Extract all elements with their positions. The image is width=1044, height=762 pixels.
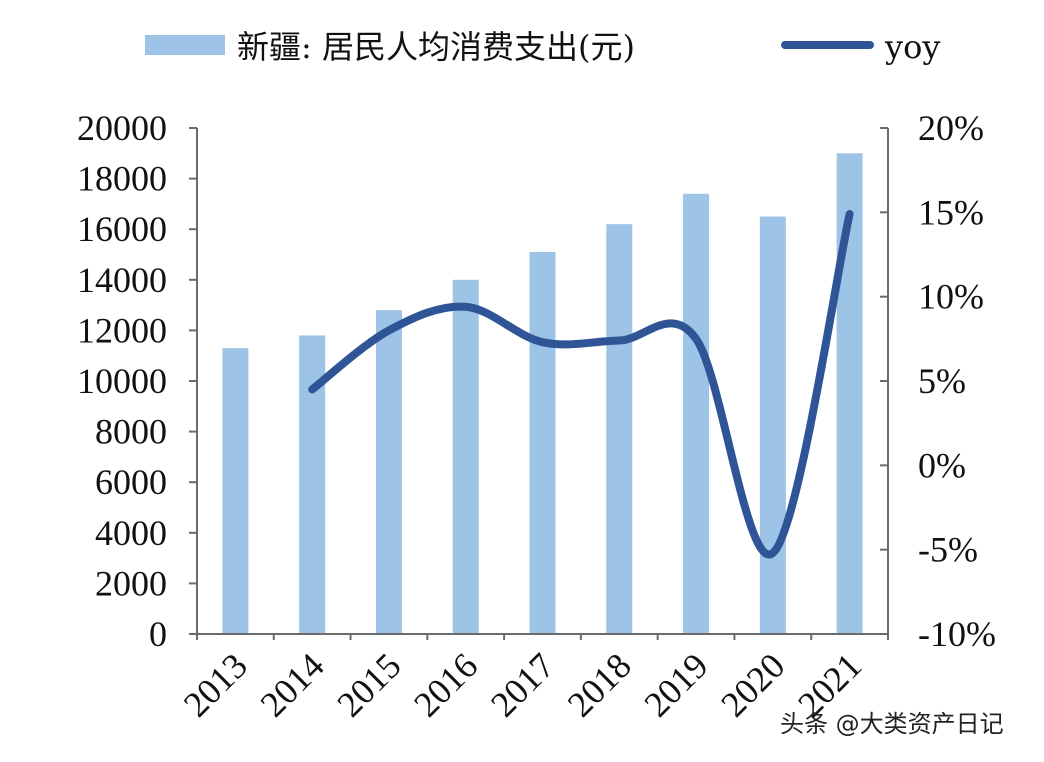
bar xyxy=(759,216,786,635)
x-tick-label: 2014 xyxy=(253,645,332,724)
plot-area: 0 2000 4000 6000 8000 10000 12000 14000 16000 180… xyxy=(77,108,996,725)
left-tick-label: 0 xyxy=(149,614,167,654)
x-tick-label: 2017 xyxy=(483,645,562,724)
legend-line-label: yoy xyxy=(884,28,940,66)
bar xyxy=(222,348,249,634)
left-tick-label: 10000 xyxy=(77,361,167,401)
legend: 新疆: 居民人均消费支出(元) yoy xyxy=(145,28,940,66)
x-tick-label: 2015 xyxy=(329,645,408,724)
left-tick-label: 12000 xyxy=(77,310,167,350)
right-tick-label: 5% xyxy=(918,361,966,401)
right-tick-label: 15% xyxy=(918,192,984,232)
bar xyxy=(375,310,402,634)
left-tick-label: 14000 xyxy=(77,260,167,300)
left-tick-label: 16000 xyxy=(77,209,167,249)
legend-bar-swatch xyxy=(145,35,225,55)
left-tick-label: 8000 xyxy=(95,412,167,452)
right-tick-label: -10% xyxy=(918,614,996,654)
x-tick-label: 2018 xyxy=(560,645,639,724)
watermark: 头条 @大类资产日记 xyxy=(780,710,1004,738)
x-tick-label: 2013 xyxy=(176,645,255,724)
x-tick-label: 2019 xyxy=(637,645,716,724)
bar xyxy=(683,193,710,634)
right-tick-label: 20% xyxy=(918,108,984,148)
left-tick-label: 18000 xyxy=(77,159,167,199)
left-tick-label: 4000 xyxy=(95,513,167,553)
right-tick-label: 10% xyxy=(918,277,984,317)
bar xyxy=(452,279,479,634)
left-tick-label: 20000 xyxy=(77,108,167,148)
right-tick-label: -5% xyxy=(918,530,978,570)
bar xyxy=(606,224,633,634)
yoy-line xyxy=(308,210,854,559)
left-tick-label: 2000 xyxy=(95,563,167,603)
legend-bar-label: 新疆: 居民人均消费支出(元) xyxy=(237,28,635,66)
bar xyxy=(529,251,556,634)
x-tick-label: 2016 xyxy=(406,645,485,724)
right-tick-label: 0% xyxy=(918,445,966,485)
left-tick-label: 6000 xyxy=(95,462,167,502)
